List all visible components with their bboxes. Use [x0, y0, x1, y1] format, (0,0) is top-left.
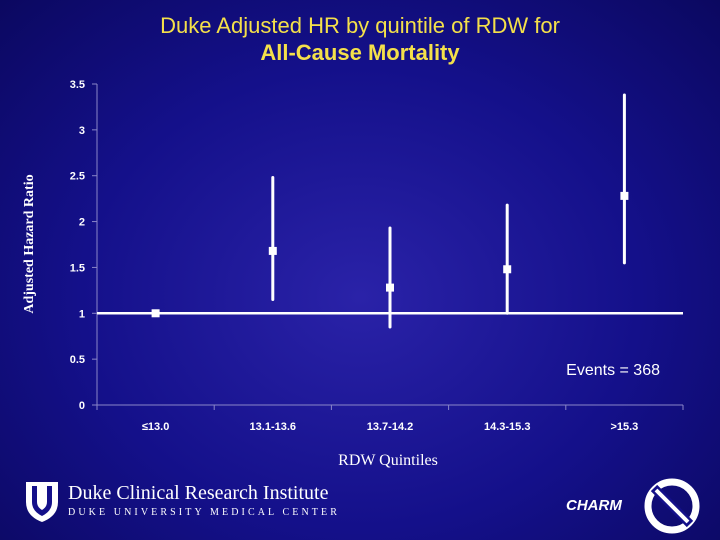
data-point: [151, 309, 160, 318]
x-tick-label: ≤13.0: [142, 421, 169, 433]
y-tick-label: 0: [79, 400, 85, 412]
x-tick-label: 13.1-13.6: [250, 421, 296, 433]
y-ticks-group: 0 0.5 1 1.5 2 2.5 3 3.5: [70, 79, 97, 412]
duke-shield-icon: [26, 482, 58, 522]
y-tick-label: 2.5: [70, 171, 85, 183]
data-point: [503, 265, 512, 274]
data-point: [386, 283, 394, 292]
chart-title: Duke Adjusted HR by quintile of RDW for: [160, 13, 560, 38]
org-name: Duke Clinical Research Institute: [68, 482, 329, 504]
duke-logo-block: Duke Clinical Research Institute DUKE UN…: [22, 480, 337, 524]
chart-title-block: Duke Adjusted HR by quintile of RDW for …: [0, 12, 720, 66]
x-ticks-group: ≤13.0 13.1-13.6 13.7-14.2 14.3-15.3 >15.3: [96, 405, 684, 433]
data-point: [620, 191, 629, 200]
chart-subtitle: All-Cause Mortality: [260, 40, 460, 65]
x-axis-label: RDW Quintiles: [338, 452, 438, 469]
x-tick-label: 13.7-14.2: [367, 421, 413, 433]
y-tick-label: 1: [79, 308, 85, 320]
x-tick-label: 14.3-15.3: [484, 421, 530, 433]
charm-brand: CHARM: [566, 497, 622, 514]
y-tick-label: 3.5: [70, 79, 85, 91]
events-annotation: Events = 368: [566, 362, 660, 379]
y-tick-label: 1.5: [70, 262, 85, 274]
charm-heart-icon: [644, 478, 700, 534]
y-tick-label: 0.5: [70, 354, 85, 366]
data-point: [268, 246, 277, 255]
y-tick-label: 3: [79, 125, 85, 137]
y-tick-label: 2: [79, 217, 85, 229]
x-tick-label: >15.3: [610, 421, 638, 433]
org-subname: DUKE UNIVERSITY MEDICAL CENTER: [68, 507, 340, 518]
marks-group: [151, 93, 629, 329]
